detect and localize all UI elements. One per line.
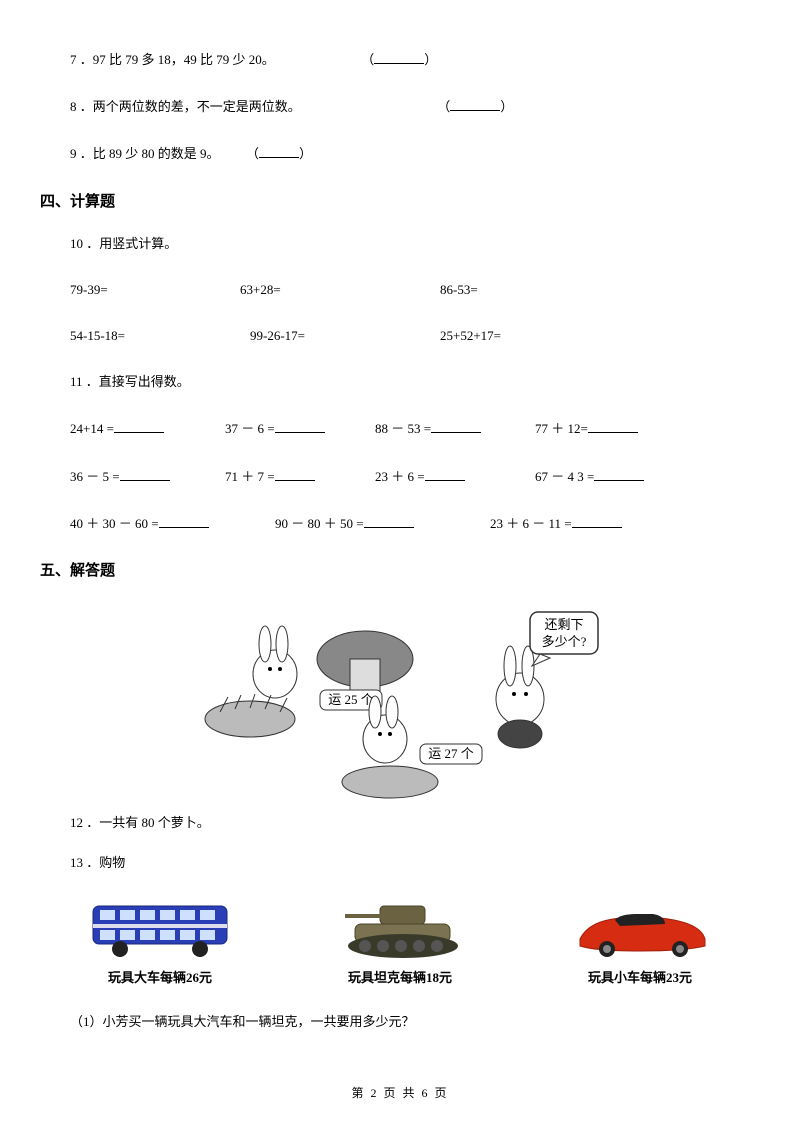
svg-text:多少个?: 多少个? bbox=[542, 634, 587, 649]
bus-icon bbox=[85, 894, 235, 959]
eq: 90 － 80 ＋ 50 = bbox=[275, 516, 364, 531]
svg-text:运 27 个: 运 27 个 bbox=[428, 746, 474, 761]
q9-text: 9 ．比 89 少 80 的数是 9。 bbox=[70, 146, 220, 161]
car-icon bbox=[565, 904, 715, 959]
section-4-header: 四、计算题 bbox=[40, 192, 730, 213]
section-5-header: 五、解答题 bbox=[40, 561, 730, 582]
toy-tank-label: 玩具坦克每辆18元 bbox=[310, 969, 490, 987]
toy-car-label: 玩具小车每辆23元 bbox=[550, 969, 730, 987]
eq: 36 － 5 = bbox=[70, 469, 120, 484]
toy-bus: 玩具大车每辆26元 bbox=[70, 894, 250, 987]
eq: 40 ＋ 30 － 60 = bbox=[70, 516, 159, 531]
eq: 54-15-18= bbox=[70, 327, 250, 345]
q8-paren: （） bbox=[437, 99, 513, 114]
svg-text:还剩下: 还剩下 bbox=[544, 617, 583, 632]
rabbit-illustration: 运 25 个 运 27 个 还剩下 多少个? bbox=[190, 604, 610, 804]
toy-car: 玩具小车每辆23元 bbox=[550, 904, 730, 987]
question-7: 7 ．97 比 79 多 18，49 比 79 少 20。 （） bbox=[70, 50, 730, 69]
toy-row: 玩具大车每辆26元 玩具坦克每辆18元 玩具小车每辆23元 bbox=[70, 894, 730, 987]
eq: 88 － 53 = bbox=[375, 421, 431, 436]
eq: 86-53= bbox=[440, 281, 478, 299]
toy-tank: 玩具坦克每辆18元 bbox=[310, 894, 490, 987]
question-8: 8 ．两个两位数的差，不一定是两位数。 （） bbox=[70, 97, 730, 116]
question-11: 11 ．直接写出得数。 bbox=[70, 373, 730, 391]
question-10: 10 ．用竖式计算。 bbox=[70, 235, 730, 253]
label-25: 运 25 个 bbox=[328, 692, 374, 707]
q10-row2: 54-15-18= 99-26-17= 25+52+17= bbox=[70, 327, 730, 345]
eq: 23 ＋ 6 － 11 = bbox=[490, 516, 572, 531]
eq: 25+52+17= bbox=[440, 327, 501, 345]
q11-row3: 40 ＋ 30 － 60 = 90 － 80 ＋ 50 = 23 ＋ 6 － 1… bbox=[70, 514, 730, 533]
eq: 37 － 6 = bbox=[225, 421, 275, 436]
q7-paren: （） bbox=[361, 52, 437, 67]
eq: 67 － 4 3 = bbox=[535, 469, 594, 484]
q11-row1: 24+14 = 37 － 6 = 88 － 53 = 77 ＋ 12= bbox=[70, 419, 730, 438]
eq: 99-26-17= bbox=[250, 327, 440, 345]
eq: 63+28= bbox=[240, 281, 440, 299]
eq: 79-39= bbox=[70, 281, 240, 299]
question-13-1: （1）小芳买一辆玩具大汽车和一辆坦克，一共要用多少元？ bbox=[70, 1013, 730, 1031]
toy-bus-label: 玩具大车每辆26元 bbox=[70, 969, 250, 987]
q7-text: 7 ．97 比 79 多 18，49 比 79 少 20。 bbox=[70, 52, 275, 67]
eq: 24+14 = bbox=[70, 421, 114, 436]
eq: 77 ＋ 12= bbox=[535, 421, 588, 436]
q11-row2: 36 － 5 = 71 ＋ 7 = 23 ＋ 6 = 67 － 4 3 = bbox=[70, 467, 730, 486]
page-footer: 第 2 页 共 6 页 bbox=[0, 1085, 800, 1102]
question-12: 12 ．一共有 80 个萝卜。 bbox=[70, 814, 730, 832]
q9-paren: （） bbox=[246, 146, 312, 161]
question-9: 9 ．比 89 少 80 的数是 9。 （） bbox=[70, 144, 730, 163]
q8-text: 8 ．两个两位数的差，不一定是两位数。 bbox=[70, 99, 301, 114]
eq: 23 ＋ 6 = bbox=[375, 469, 425, 484]
tank-icon bbox=[325, 894, 475, 959]
q10-row1: 79-39= 63+28= 86-53= bbox=[70, 281, 730, 299]
question-13: 13 ．购物 bbox=[70, 854, 730, 872]
eq: 71 ＋ 7 = bbox=[225, 469, 275, 484]
